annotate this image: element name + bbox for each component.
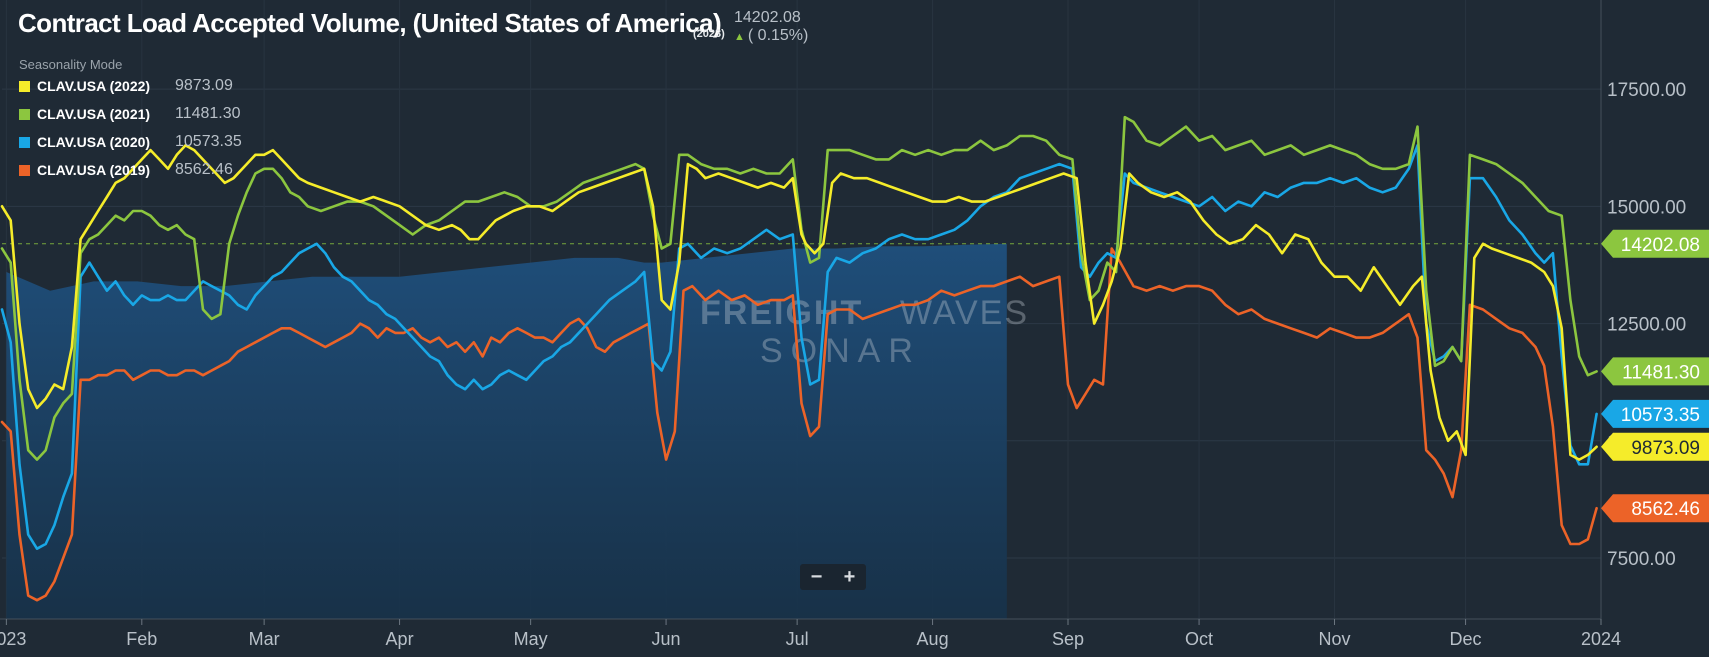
chart-title: Contract Load Accepted Volume, (United S… bbox=[18, 8, 722, 38]
x-tick-label: Aug bbox=[917, 629, 949, 649]
series-line bbox=[0, 115, 1598, 461]
legend-swatch bbox=[19, 109, 30, 120]
series-line bbox=[0, 247, 1598, 602]
x-tick-label: 2024 bbox=[1581, 629, 1621, 649]
y-tick-label: 15000.00 bbox=[1607, 197, 1686, 218]
value-badge-label: 10573.35 bbox=[1621, 405, 1700, 426]
y-tick-label: 7500.00 bbox=[1607, 549, 1676, 570]
title-year: (2023) bbox=[693, 28, 725, 40]
value-badge-label: 14202.08 bbox=[1621, 235, 1700, 256]
watermark: FREIGHT WAVES SONAR bbox=[700, 294, 1029, 370]
x-tick-label: May bbox=[514, 629, 548, 649]
x-tick-label: Sep bbox=[1052, 629, 1084, 649]
value-badge-bg bbox=[1601, 229, 1709, 258]
legend-value: 8562.46 bbox=[175, 161, 233, 178]
x-tick-label: Apr bbox=[386, 629, 414, 649]
legend-item[interactable]: CLAV.USA (2022) 9873.09 bbox=[19, 77, 289, 105]
last-change-text: ( 0.15%) bbox=[747, 27, 809, 44]
x-tick-label: Dec bbox=[1450, 629, 1482, 649]
x-tick-label: 2023 bbox=[0, 629, 26, 649]
zoom-in-button[interactable]: + bbox=[843, 565, 856, 588]
value-badge-bg bbox=[1601, 357, 1709, 386]
value-badge: 11481.30 bbox=[1601, 357, 1709, 386]
legend-value: 10573.35 bbox=[175, 133, 242, 150]
x-tick-label: Oct bbox=[1185, 629, 1213, 649]
last-change: ▲( 0.15%) bbox=[734, 27, 808, 45]
value-badge: 9873.09 bbox=[1601, 432, 1709, 461]
last-value: 14202.08 bbox=[734, 9, 801, 26]
value-badge: 14202.08 bbox=[1601, 229, 1709, 258]
legend-name: CLAV.USA (2020) bbox=[37, 134, 151, 150]
legend-swatch bbox=[19, 81, 30, 92]
seasonality-label: Seasonality Mode bbox=[19, 57, 123, 72]
value-badge-bg bbox=[1601, 432, 1709, 461]
series-line bbox=[0, 144, 1598, 461]
legend-value: 11481.30 bbox=[175, 105, 241, 122]
x-tick-label: Mar bbox=[249, 629, 280, 649]
x-tick-label: Nov bbox=[1318, 629, 1350, 649]
value-badge-label: 11481.30 bbox=[1622, 362, 1700, 383]
watermark-sonar: SONAR bbox=[760, 332, 921, 370]
value-badge: 8562.46 bbox=[1601, 494, 1709, 523]
value-badge-label: 9873.09 bbox=[1631, 438, 1700, 459]
legend-name: CLAV.USA (2021) bbox=[37, 106, 151, 122]
value-badge-bg bbox=[1601, 494, 1709, 523]
x-tick-label: Jul bbox=[786, 629, 809, 649]
series-line bbox=[0, 144, 1598, 551]
value-badge-label: 8562.46 bbox=[1631, 499, 1700, 520]
y-tick-label: 12500.00 bbox=[1607, 315, 1686, 336]
legend-name: CLAV.USA (2022) bbox=[37, 78, 151, 94]
value-badges: 14202.08 9873.09 11481.30 10573.35 8562.46 bbox=[1601, 229, 1709, 523]
up-arrow-icon: ▲ bbox=[734, 31, 745, 43]
watermark-waves: WAVES bbox=[900, 294, 1029, 332]
y-tick-label: 17500.00 bbox=[1607, 80, 1686, 101]
legend-item[interactable]: CLAV.USA (2020) 10573.35 bbox=[19, 133, 289, 161]
series-lines bbox=[0, 115, 1598, 602]
value-badge: 10573.35 bbox=[1601, 399, 1709, 428]
area-fill-2023 bbox=[6, 243, 1007, 620]
legend-item[interactable]: CLAV.USA (2019) 8562.46 bbox=[19, 161, 289, 189]
x-axis: 2023 Feb Mar Apr May Jun Jul Aug Sep Oct Nov Dec 202… bbox=[0, 618, 1621, 649]
area-2023 bbox=[6, 243, 1007, 620]
legend-swatch bbox=[19, 137, 30, 148]
legend: CLAV.USA (2022) 9873.09 CLAV.USA (2021) … bbox=[19, 77, 289, 189]
x-tick-label: Feb bbox=[126, 629, 157, 649]
zoom-out-button[interactable]: − bbox=[810, 565, 823, 588]
legend-value: 9873.09 bbox=[175, 77, 233, 94]
legend-name: CLAV.USA (2019) bbox=[37, 162, 151, 178]
legend-item[interactable]: CLAV.USA (2021) 11481.30 bbox=[19, 105, 289, 133]
value-badge-bg bbox=[1601, 399, 1709, 428]
zoom-controls: − + bbox=[800, 564, 866, 590]
x-tick-label: Jun bbox=[652, 629, 681, 649]
legend-swatch bbox=[19, 165, 30, 176]
